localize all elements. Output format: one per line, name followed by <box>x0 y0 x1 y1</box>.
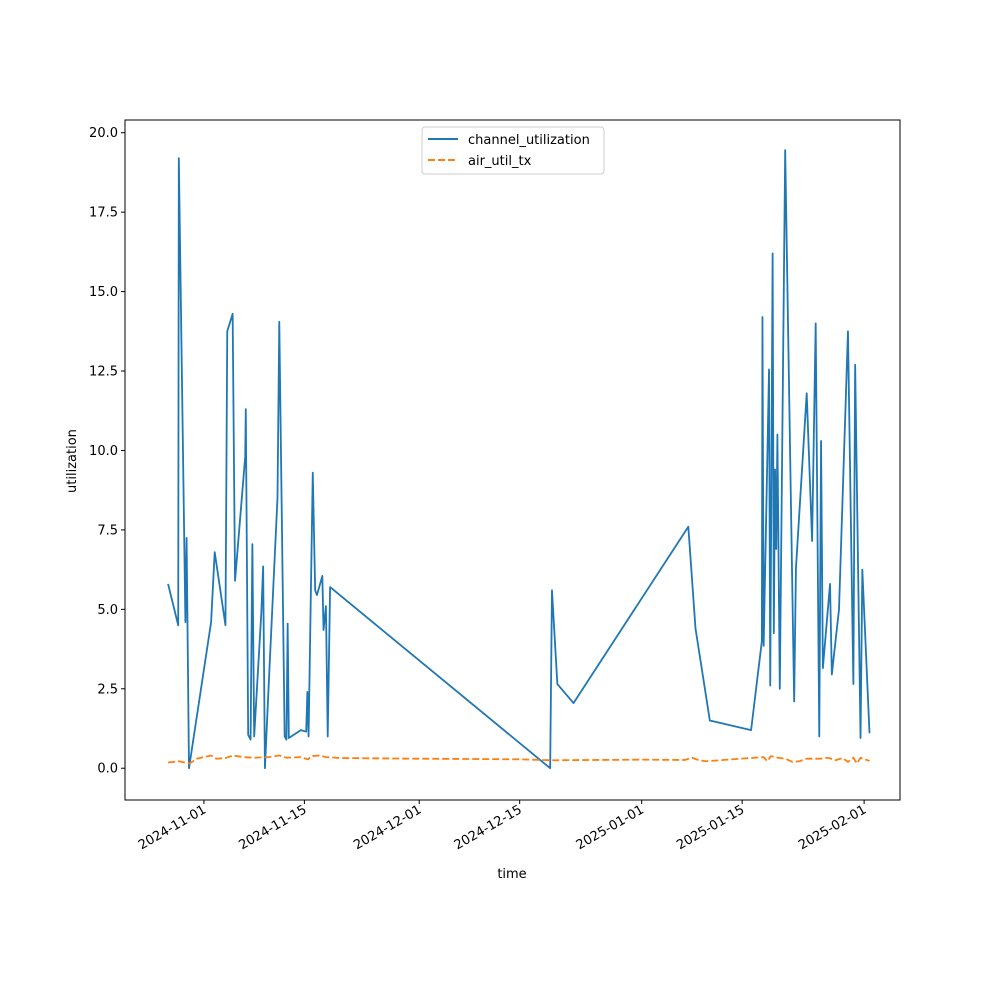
y-tick-label: 20.0 <box>89 126 118 141</box>
series-line-channel-utilization <box>167 149 871 770</box>
x-axis-label: time <box>497 867 526 882</box>
series-layer <box>167 149 871 770</box>
legend-box <box>421 126 605 175</box>
y-tick-label: 5.0 <box>97 603 118 618</box>
y-axis: 0.0 2.5 5.0 7.5 10.0 12.5 15.0 17.5 20.0 <box>89 126 125 777</box>
y-tick-label: 2.5 <box>97 682 118 697</box>
y-tick-label: 12.5 <box>89 365 118 380</box>
y-axis-label: utilization <box>65 429 80 493</box>
legend-label-air-util-tx: air_util_tx <box>468 154 532 169</box>
y-tick-label: 15.0 <box>89 285 118 300</box>
y-tick-label: 17.5 <box>89 206 118 221</box>
legend: channel_utilization air_util_tx <box>421 126 605 175</box>
legend-label-channel-utilization: channel_utilization <box>468 133 590 148</box>
y-tick-label: 7.5 <box>97 523 118 538</box>
series-line-air-util-tx <box>167 754 870 765</box>
y-tick-label: 10.0 <box>89 444 118 459</box>
y-tick-label: 0.0 <box>97 762 118 777</box>
plot-area-frame <box>124 119 901 801</box>
